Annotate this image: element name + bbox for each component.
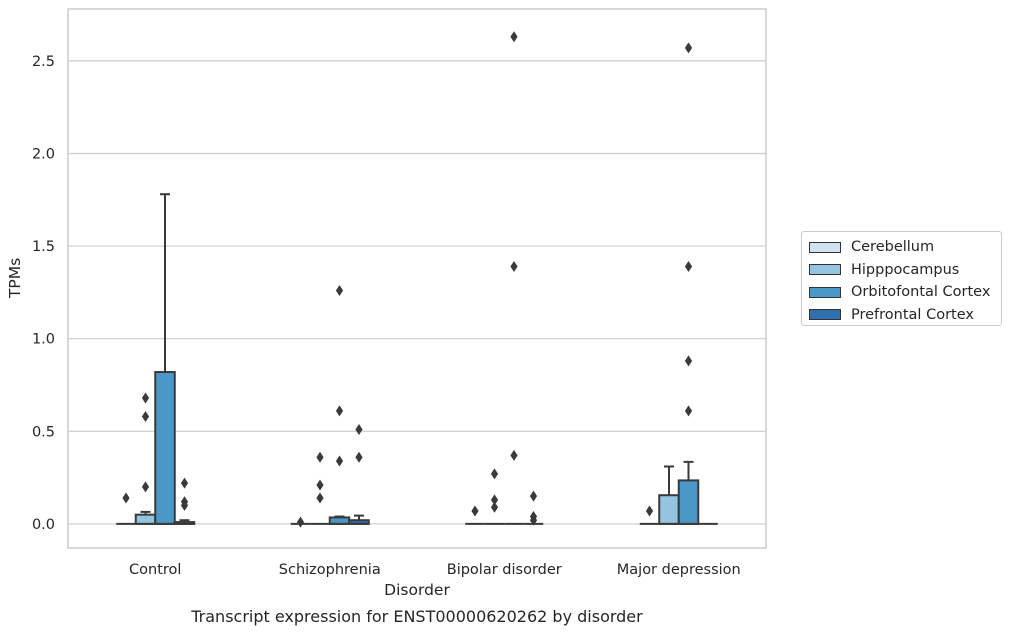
outlier-point	[645, 505, 654, 517]
outlier-point	[490, 501, 499, 513]
outlier-point	[180, 477, 189, 489]
y-tick-label: 1.0	[32, 332, 55, 348]
box-body	[154, 371, 176, 525]
outlier-point	[510, 260, 518, 272]
legend-label: Cerebellum	[851, 239, 935, 256]
chart-title: Transcript expression for ENST0000062026…	[190, 607, 643, 626]
box-body	[677, 479, 700, 525]
legend-swatch	[809, 241, 841, 253]
outlier-point	[316, 492, 324, 504]
box	[348, 514, 370, 525]
outlier-point	[684, 355, 693, 367]
legend: Cerebellum Hipppocampus Orbitofontal Corte…	[801, 231, 1002, 326]
outlier-point	[510, 449, 518, 461]
box	[328, 515, 351, 525]
outlier-point	[316, 479, 324, 491]
y-axis-label: TPMs	[6, 258, 24, 299]
box	[134, 510, 157, 525]
plot-background	[68, 9, 766, 548]
outlier-point	[355, 423, 363, 435]
outlier-point	[316, 451, 324, 463]
legend-item: Prefrontal Cortex	[802, 304, 1001, 327]
outlier-point	[490, 494, 499, 506]
legend-item: Hipppocampus	[802, 259, 1001, 282]
box	[154, 193, 176, 525]
x-tick-label: Schizophrenia	[279, 562, 381, 578]
legend-swatch	[809, 264, 841, 276]
legend-swatch	[809, 309, 841, 321]
x-tick-label: Major depression	[617, 562, 741, 578]
outlier-point	[684, 405, 693, 417]
outlier-point	[490, 468, 499, 480]
outlier-points	[122, 31, 693, 528]
x-tick-label: Control	[129, 562, 181, 578]
outlier-point	[296, 516, 305, 528]
y-tick-label: 1.5	[32, 239, 55, 255]
outlier-point	[335, 455, 344, 467]
y-tick-label: 2.5	[32, 54, 55, 70]
legend-label: Orbitofontal Cortex	[851, 284, 991, 301]
outlier-point	[122, 492, 130, 504]
outlier-point	[141, 392, 150, 404]
legend-label: Prefrontal Cortex	[851, 306, 974, 323]
box-body	[658, 494, 680, 525]
legend-swatch	[809, 286, 841, 298]
x-tick-labels: Control Schizophrenia Bipolar disorder Majo…	[129, 562, 741, 578]
x-tick-label: Bipolar disorder	[447, 562, 562, 578]
outlier-point	[510, 31, 518, 43]
outlier-point	[471, 505, 479, 517]
x-axis-label: Disorder	[384, 581, 450, 599]
y-tick-label: 0.0	[32, 517, 55, 533]
legend-item: Cerebellum	[802, 236, 1001, 259]
box-body	[134, 513, 157, 525]
outlier-point	[141, 481, 150, 493]
y-tick-label: 0.5	[32, 424, 55, 440]
outlier-point	[529, 511, 538, 523]
legend-label: Hipppocampus	[851, 261, 960, 278]
outlier-point	[529, 490, 538, 502]
box	[173, 519, 196, 525]
box-plots	[116, 193, 718, 525]
y-tick-label: 2.0	[32, 146, 55, 162]
box	[677, 460, 700, 525]
box	[658, 465, 680, 525]
outlier-point	[180, 496, 189, 508]
plot-frame	[67, 8, 767, 549]
outlier-point	[684, 260, 693, 272]
outlier-point	[355, 451, 363, 463]
legend-item: Orbitofontal Cortex	[802, 281, 1001, 304]
y-tick-labels: 0.0 0.5 1.0 1.5 2.0 2.5	[32, 54, 55, 533]
outlier-point	[335, 405, 344, 417]
outlier-point	[684, 42, 693, 54]
outlier-point	[335, 285, 344, 297]
outlier-point	[141, 410, 150, 422]
